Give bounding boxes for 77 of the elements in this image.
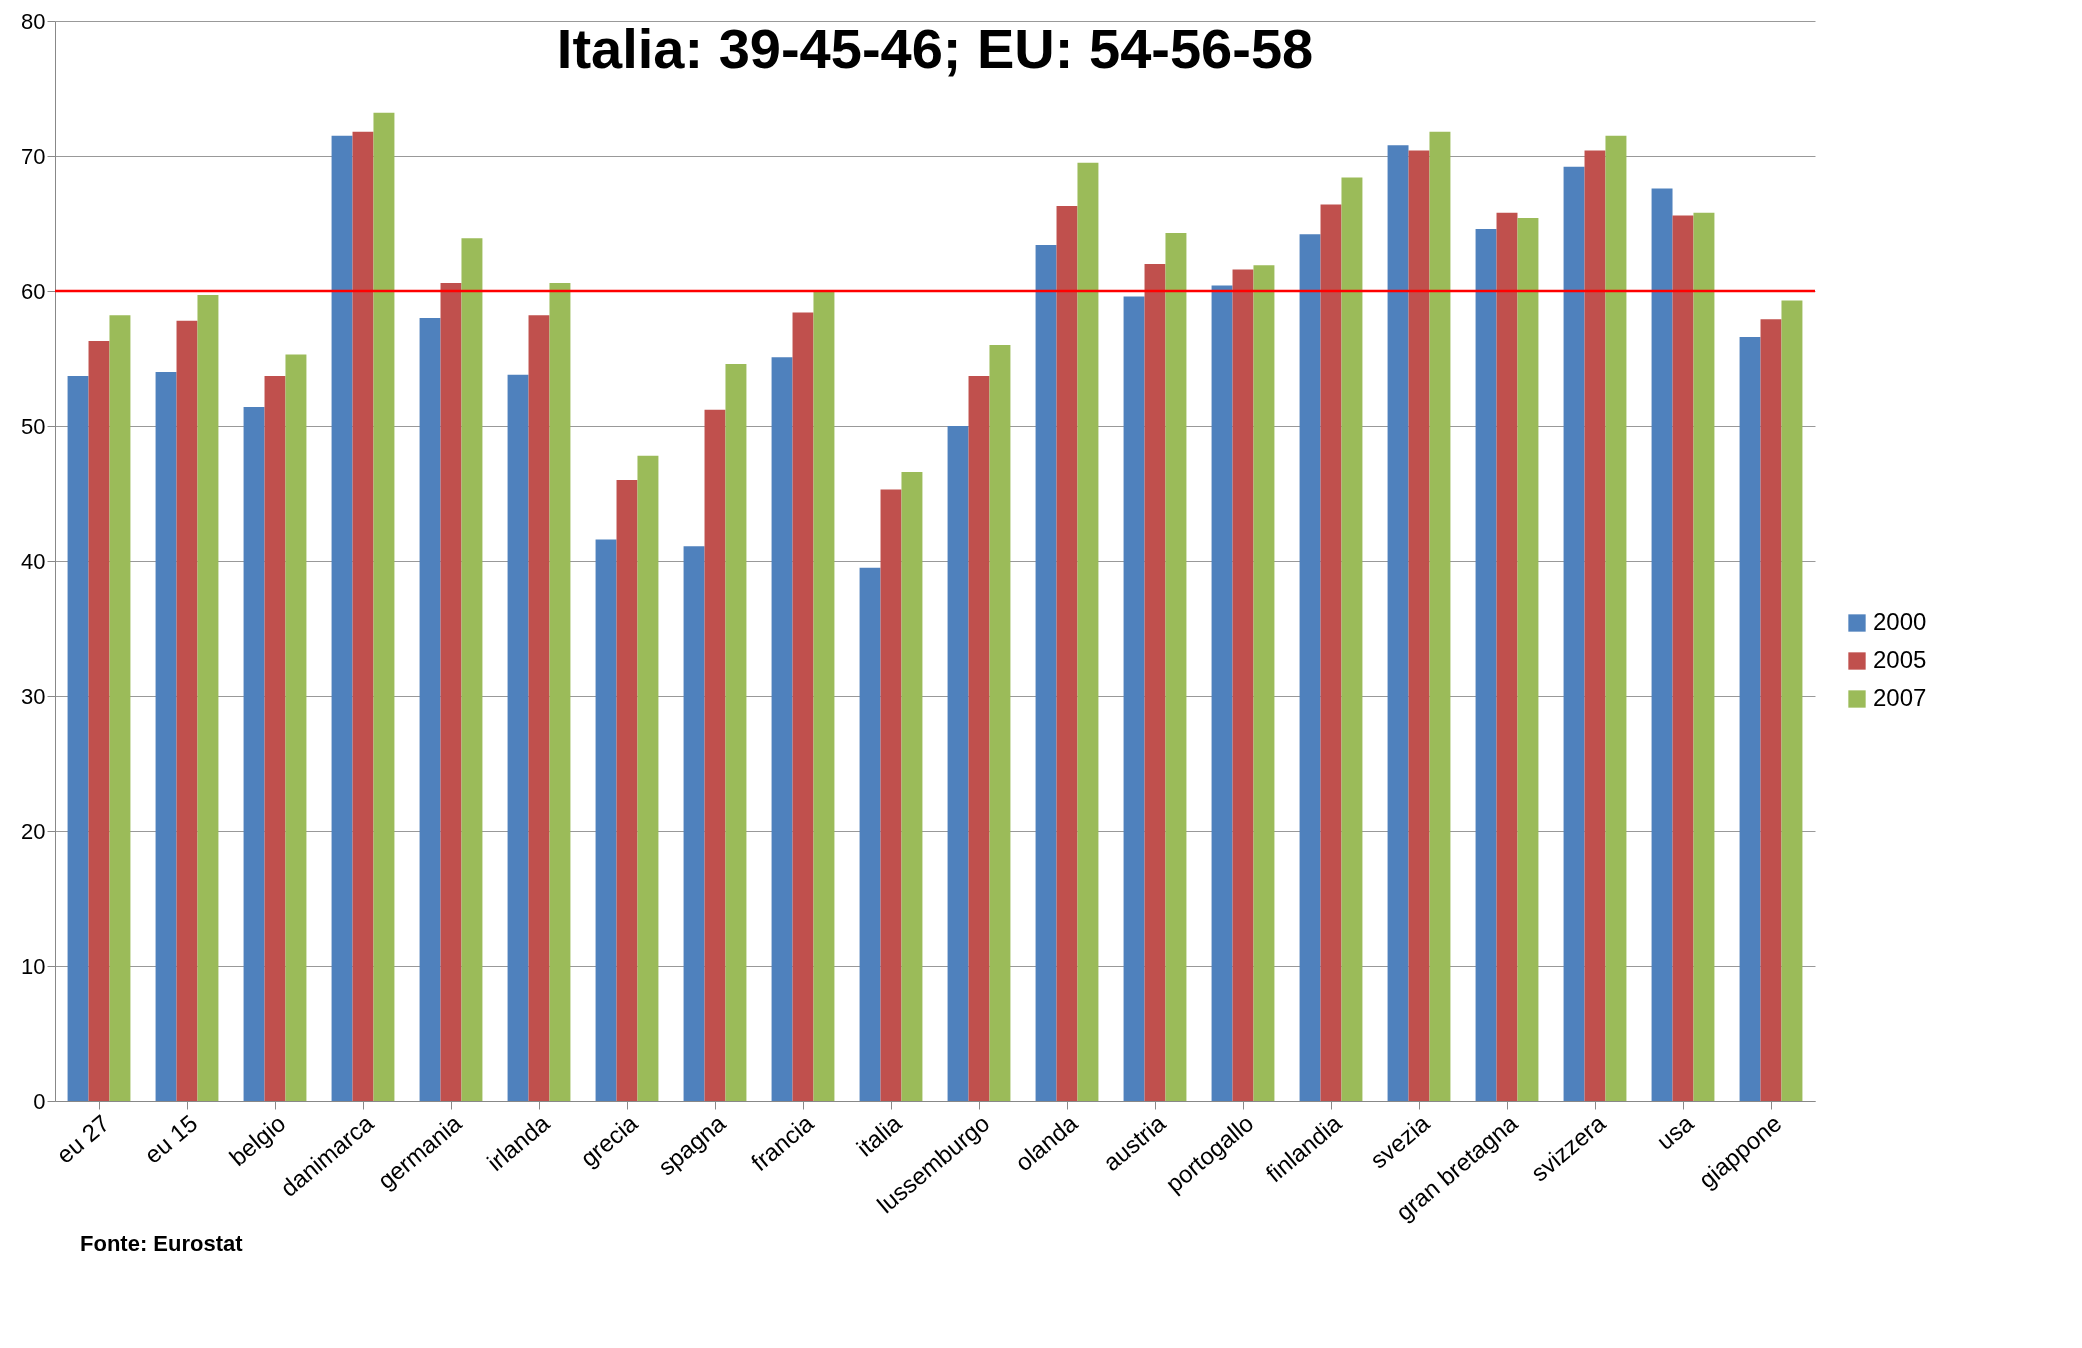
bar [1563,166,1585,1101]
bar [901,471,923,1101]
bar [1605,135,1627,1101]
bar [285,354,307,1101]
bar [352,131,374,1101]
bar [197,295,219,1101]
legend-label: 2005 [1873,646,1927,673]
bar [109,315,131,1101]
y-tick-label: 30 [21,683,46,709]
y-tick-label: 40 [21,548,46,574]
bar [1123,296,1145,1101]
y-tick-label: 80 [21,8,46,34]
bar [176,320,198,1101]
chart-title: Italia: 39-45-46; EU: 54-56-58 [556,17,1314,80]
legend-label: 2007 [1873,684,1927,711]
y-tick-label: 60 [21,278,46,304]
bar [771,357,793,1101]
bar [1429,131,1451,1101]
x-tick-label: usa [1651,1108,1699,1155]
bar [1056,205,1078,1101]
bar [419,318,441,1101]
bar [1232,269,1254,1101]
bar [1672,215,1694,1101]
bar [264,376,286,1101]
y-tick-label: 10 [21,953,46,979]
bar [507,374,529,1101]
bar [1077,162,1099,1101]
bar [1475,228,1497,1101]
x-tick-label: eu 27 [51,1109,115,1169]
bar [1144,264,1166,1101]
y-tick-label: 0 [33,1088,46,1114]
bar [595,539,617,1101]
bar [1584,150,1606,1101]
bar [968,376,990,1101]
bar [616,480,638,1101]
bar [1035,245,1057,1101]
bar [1211,285,1233,1101]
bar [1760,319,1782,1101]
bar [1739,336,1761,1101]
x-tick-label: eu 15 [139,1109,203,1169]
source-note: Fonte: Eurostat [80,1231,244,1257]
bar [67,376,89,1101]
bar [704,409,726,1101]
bar [1253,265,1275,1101]
bar [243,407,265,1101]
bar [1320,204,1342,1101]
y-tick-label: 70 [21,143,46,169]
bar [528,315,550,1101]
bar [813,291,835,1101]
bar [792,312,814,1101]
bar [331,135,353,1101]
bar [859,567,881,1101]
legend-label: 2000 [1873,608,1927,635]
bar [1496,212,1518,1101]
y-tick-label: 50 [21,413,46,439]
bar [725,363,747,1101]
bar [1781,300,1803,1101]
bar [947,426,969,1101]
bar [155,372,177,1101]
bar [683,546,705,1101]
bar [989,345,1011,1101]
bar [549,282,571,1101]
bar [637,455,659,1101]
bar [1299,234,1321,1101]
bar [373,112,395,1101]
bar [1517,218,1539,1101]
bar [1693,212,1715,1101]
bar [1387,145,1409,1101]
bar [1341,177,1363,1101]
bar [1165,232,1187,1101]
bar [461,238,483,1101]
bar [440,282,462,1101]
bar [1651,188,1673,1101]
bar [88,340,110,1101]
bar [1408,150,1430,1101]
bar [880,489,902,1101]
y-tick-label: 20 [21,818,46,844]
